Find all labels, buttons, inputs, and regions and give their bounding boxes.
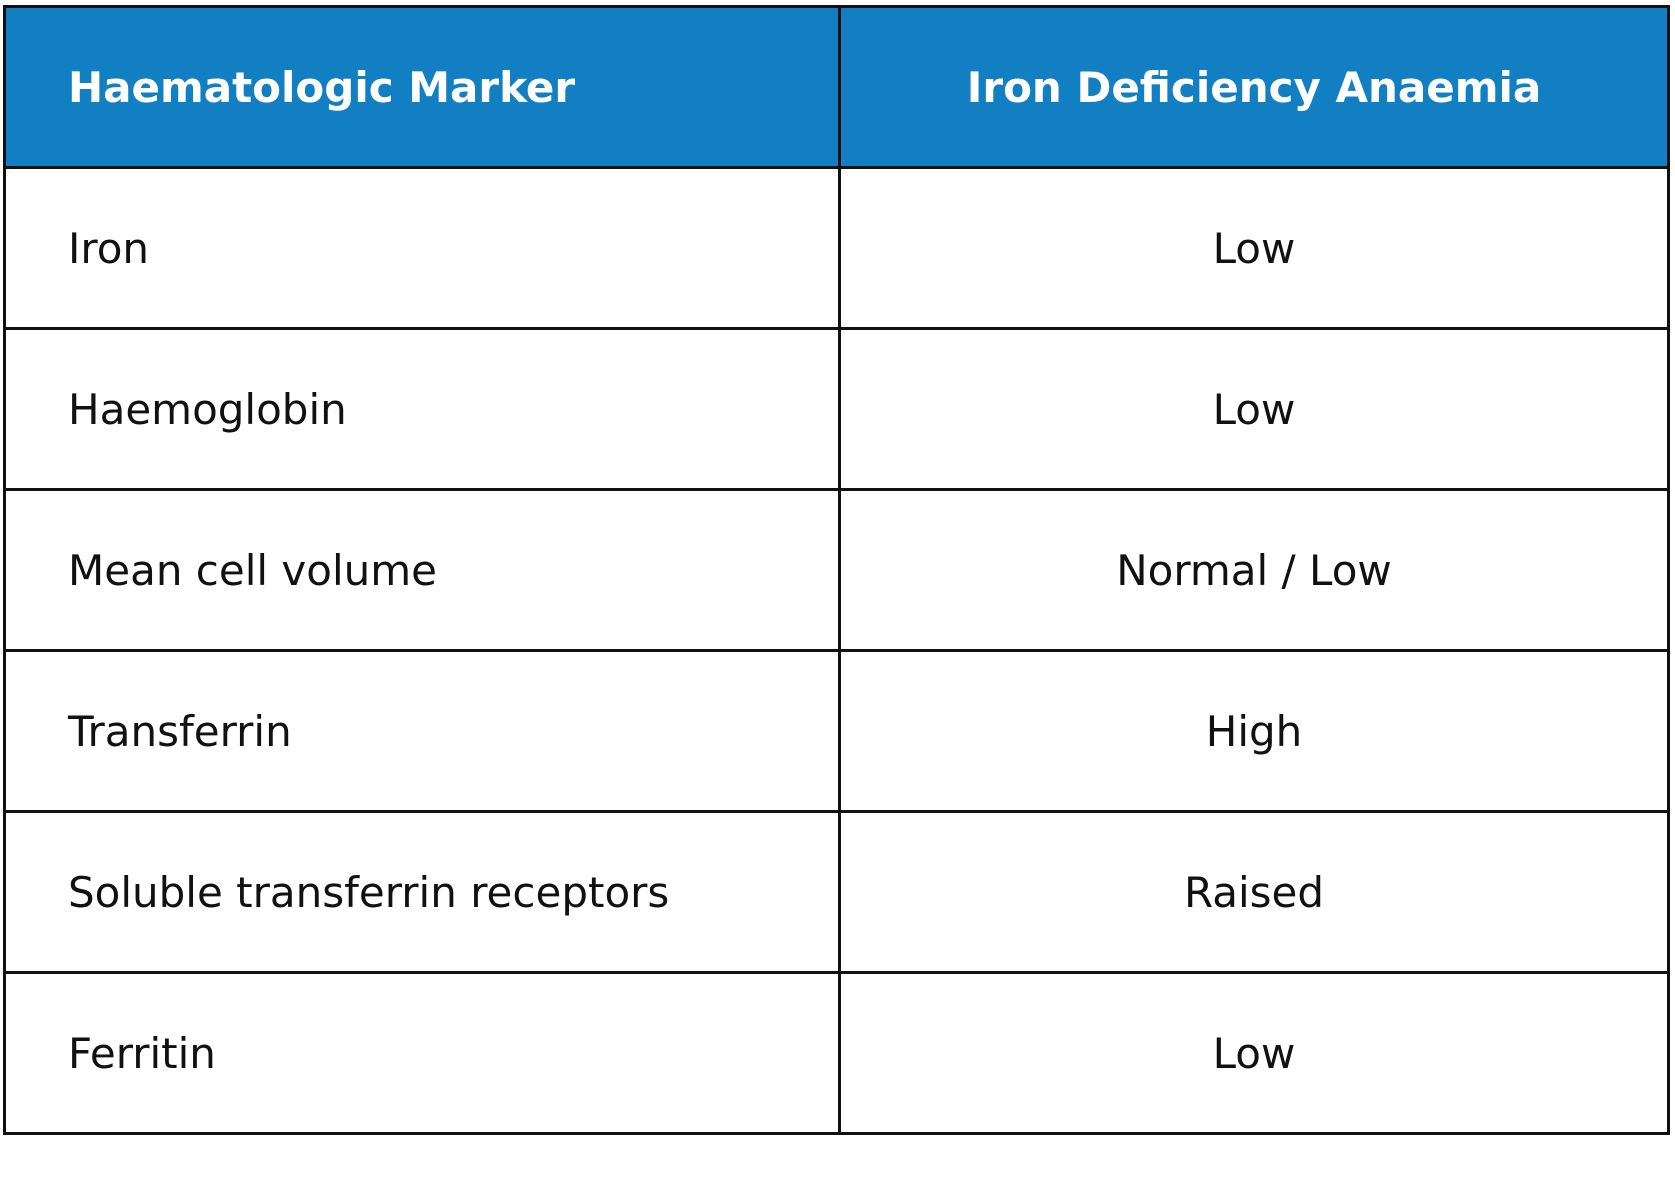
marker-cell: Mean cell volume — [3, 488, 841, 652]
header-row: Haematologic Marker Iron Deficiency Anae… — [3, 5, 1670, 169]
marker-cell: Haemoglobin — [3, 327, 841, 491]
marker-table: Haematologic Marker Iron Deficiency Anae… — [3, 5, 1670, 1135]
result-cell: Low — [838, 327, 1670, 491]
table-header: Haematologic Marker Iron Deficiency Anae… — [3, 5, 1670, 169]
table-row: Ferritin Low — [3, 971, 1670, 1135]
table-row: Mean cell volume Normal / Low — [3, 488, 1670, 652]
table-row: Transferrin High — [3, 649, 1670, 813]
marker-cell: Ferritin — [3, 971, 841, 1135]
result-cell: Low — [838, 971, 1670, 1135]
result-cell: Raised — [838, 810, 1670, 974]
marker-cell: Iron — [3, 166, 841, 330]
result-cell: High — [838, 649, 1670, 813]
header-cell: Iron Deficiency Anaemia — [838, 5, 1670, 169]
result-cell: Normal / Low — [838, 488, 1670, 652]
table-row: Iron Low — [3, 166, 1670, 330]
header-cell: Haematologic Marker — [3, 5, 841, 169]
marker-cell: Soluble transferrin receptors — [3, 810, 841, 974]
result-cell: Low — [838, 166, 1670, 330]
table-body: Iron Low Haemoglobin Low Mean cell volume Nor… — [3, 166, 1670, 1135]
marker-cell: Transferrin — [3, 649, 841, 813]
table-row: Soluble transferrin receptors Raised — [3, 810, 1670, 974]
table-row: Haemoglobin Low — [3, 327, 1670, 491]
